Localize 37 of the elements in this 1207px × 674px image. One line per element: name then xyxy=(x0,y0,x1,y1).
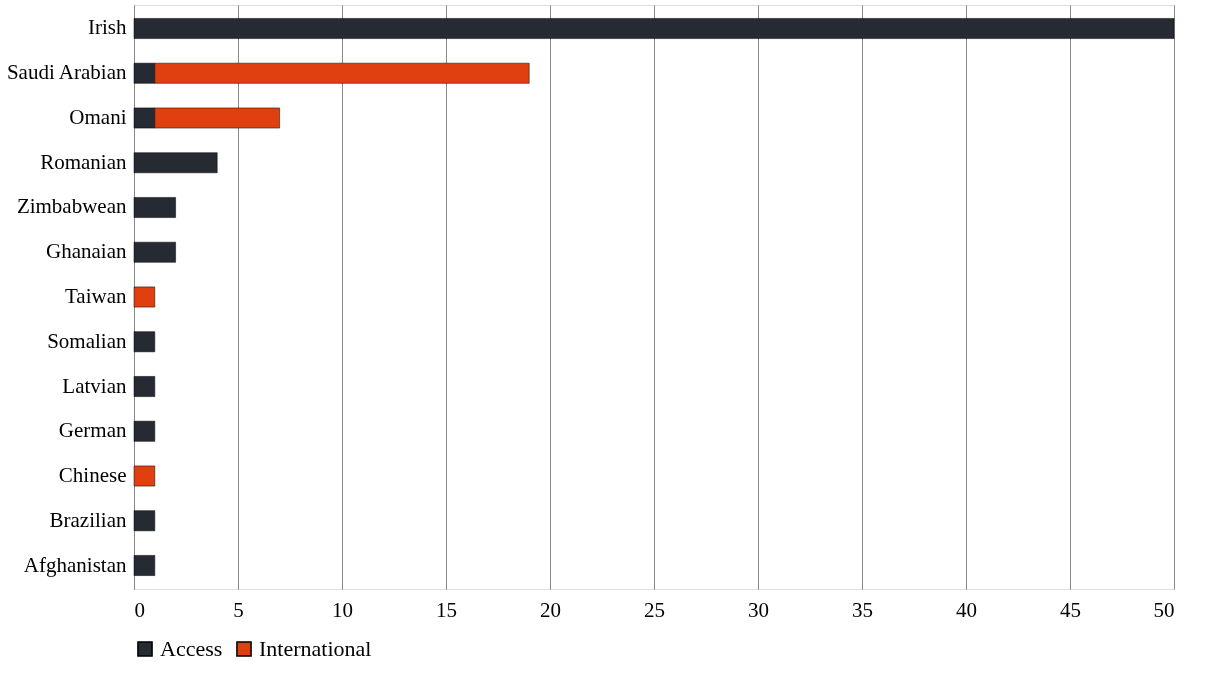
y-tick-label: Omani xyxy=(69,105,127,129)
y-tick-label: Irish xyxy=(88,15,127,40)
x-tick-label: 30 xyxy=(748,597,769,622)
y-tick-label: German xyxy=(58,418,127,443)
x-tick-label: 50 xyxy=(1153,597,1175,622)
x-tick-label: 5 xyxy=(233,597,244,622)
bar xyxy=(133,331,156,353)
y-tick-label: Taiwan xyxy=(64,284,127,308)
y-tick-label: Chinese xyxy=(58,463,127,487)
y-tick-label: Brazilian xyxy=(49,507,127,532)
x-tick-label: 0 xyxy=(134,597,145,622)
bar xyxy=(133,286,156,308)
x-tick-label: 20 xyxy=(540,597,561,622)
bar xyxy=(133,465,156,487)
legend-label: International xyxy=(259,636,372,661)
y-tick-label: Saudi Arabian xyxy=(6,60,127,85)
y-tick-label: Afghanistan xyxy=(23,552,127,577)
x-tick-label: 15 xyxy=(436,597,457,622)
bar xyxy=(133,152,218,174)
bar xyxy=(133,241,176,263)
x-tick-label: 10 xyxy=(332,597,353,622)
x-tick-label: 40 xyxy=(956,597,977,622)
y-tick-label: Ghanaian xyxy=(46,239,127,264)
y-tick-label: Latvian xyxy=(62,373,127,398)
y-tick-label: Romanian xyxy=(40,149,127,174)
bar xyxy=(133,555,156,576)
legend-label: Access xyxy=(160,636,223,661)
bar xyxy=(133,510,156,532)
x-tick-label: 25 xyxy=(644,597,665,622)
y-tick-label: Zimbabwean xyxy=(16,194,127,219)
bar xyxy=(133,197,176,218)
bar xyxy=(133,420,156,442)
bar xyxy=(133,376,156,397)
y-tick-label: Somalian xyxy=(47,328,127,353)
x-tick-label: 45 xyxy=(1060,597,1081,622)
x-tick-label: 35 xyxy=(852,597,873,622)
bar xyxy=(133,18,1175,39)
